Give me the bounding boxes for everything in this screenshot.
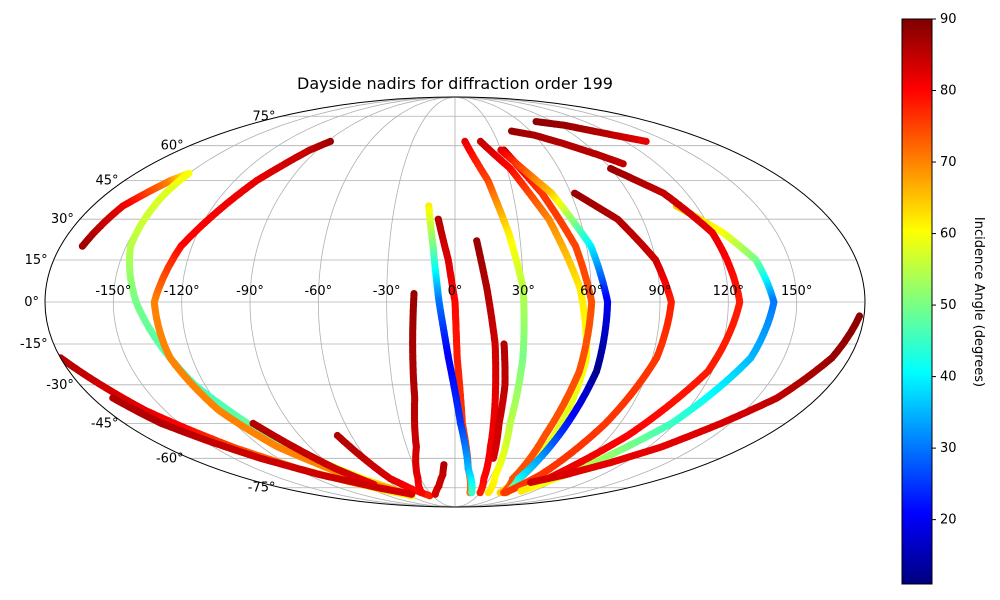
longitude-tick-label: -30° [373,284,401,299]
data-point [501,489,509,497]
latitude-tick-label: 0° [24,295,39,310]
data-point [418,489,426,497]
latitude-tick-label: 60° [161,139,184,154]
latitude-tick-label: 45° [96,174,119,189]
data-point [426,492,434,500]
longitude-tick-label: -120° [164,284,200,299]
latitude-tick-label: -30° [46,378,74,393]
latitude-tick-label: 30° [51,212,74,227]
data-point [468,489,476,497]
colorbar-tick-label: 30 [940,441,957,456]
longitude-tick-labels: -150° -120° -90° -60° -30° 0° 30° 60° 90° 120° 150… [95,284,812,299]
data-point [855,312,864,320]
colorbar-tick-label: 50 [940,298,957,313]
latitude-tick-label: 15° [25,253,48,268]
longitude-tick-label: 120° [713,284,744,299]
data-point [431,490,439,498]
longitude-tick-label: 60° [580,284,603,299]
colorbar-tick-label: 70 [940,155,957,170]
colorbar-ticks: 20 30 40 50 60 70 80 90 [932,12,957,528]
longitude-tick-label: 30° [512,284,535,299]
latitude-tick-label: -75° [248,481,276,496]
longitude-tick-label: -60° [304,284,332,299]
colorbar-tick-label: 20 [940,513,957,528]
data-point [619,160,627,168]
colorbar [901,18,933,585]
data-point [517,487,525,495]
longitude-tick-label: 90° [648,284,671,299]
colorbar-tick-label: 80 [940,84,957,99]
chart-title: Dayside nadirs for diffraction order 199 [297,74,613,93]
longitude-tick-label: 150° [781,284,812,299]
colorbar-tick-label: 90 [940,12,957,27]
data-point [489,454,497,462]
longitude-tick-label: -90° [236,284,264,299]
data-point [484,489,492,497]
colorbar-tick-label: 40 [940,370,957,385]
latitude-tick-label: -15° [20,337,48,352]
data-point [476,489,484,497]
colorbar-label: Incidence Angle (degrees) [971,217,986,387]
data-points [56,118,864,500]
data-point [408,490,416,498]
longitude-tick-label: -150° [95,284,131,299]
colorbar-tick-label: 60 [940,227,957,242]
latitude-tick-label: -60° [156,451,184,466]
latitude-tick-label: 75° [252,109,275,124]
longitude-tick-label: 0° [448,284,463,299]
data-point [642,137,650,145]
latitude-tick-label: -45° [91,416,119,431]
